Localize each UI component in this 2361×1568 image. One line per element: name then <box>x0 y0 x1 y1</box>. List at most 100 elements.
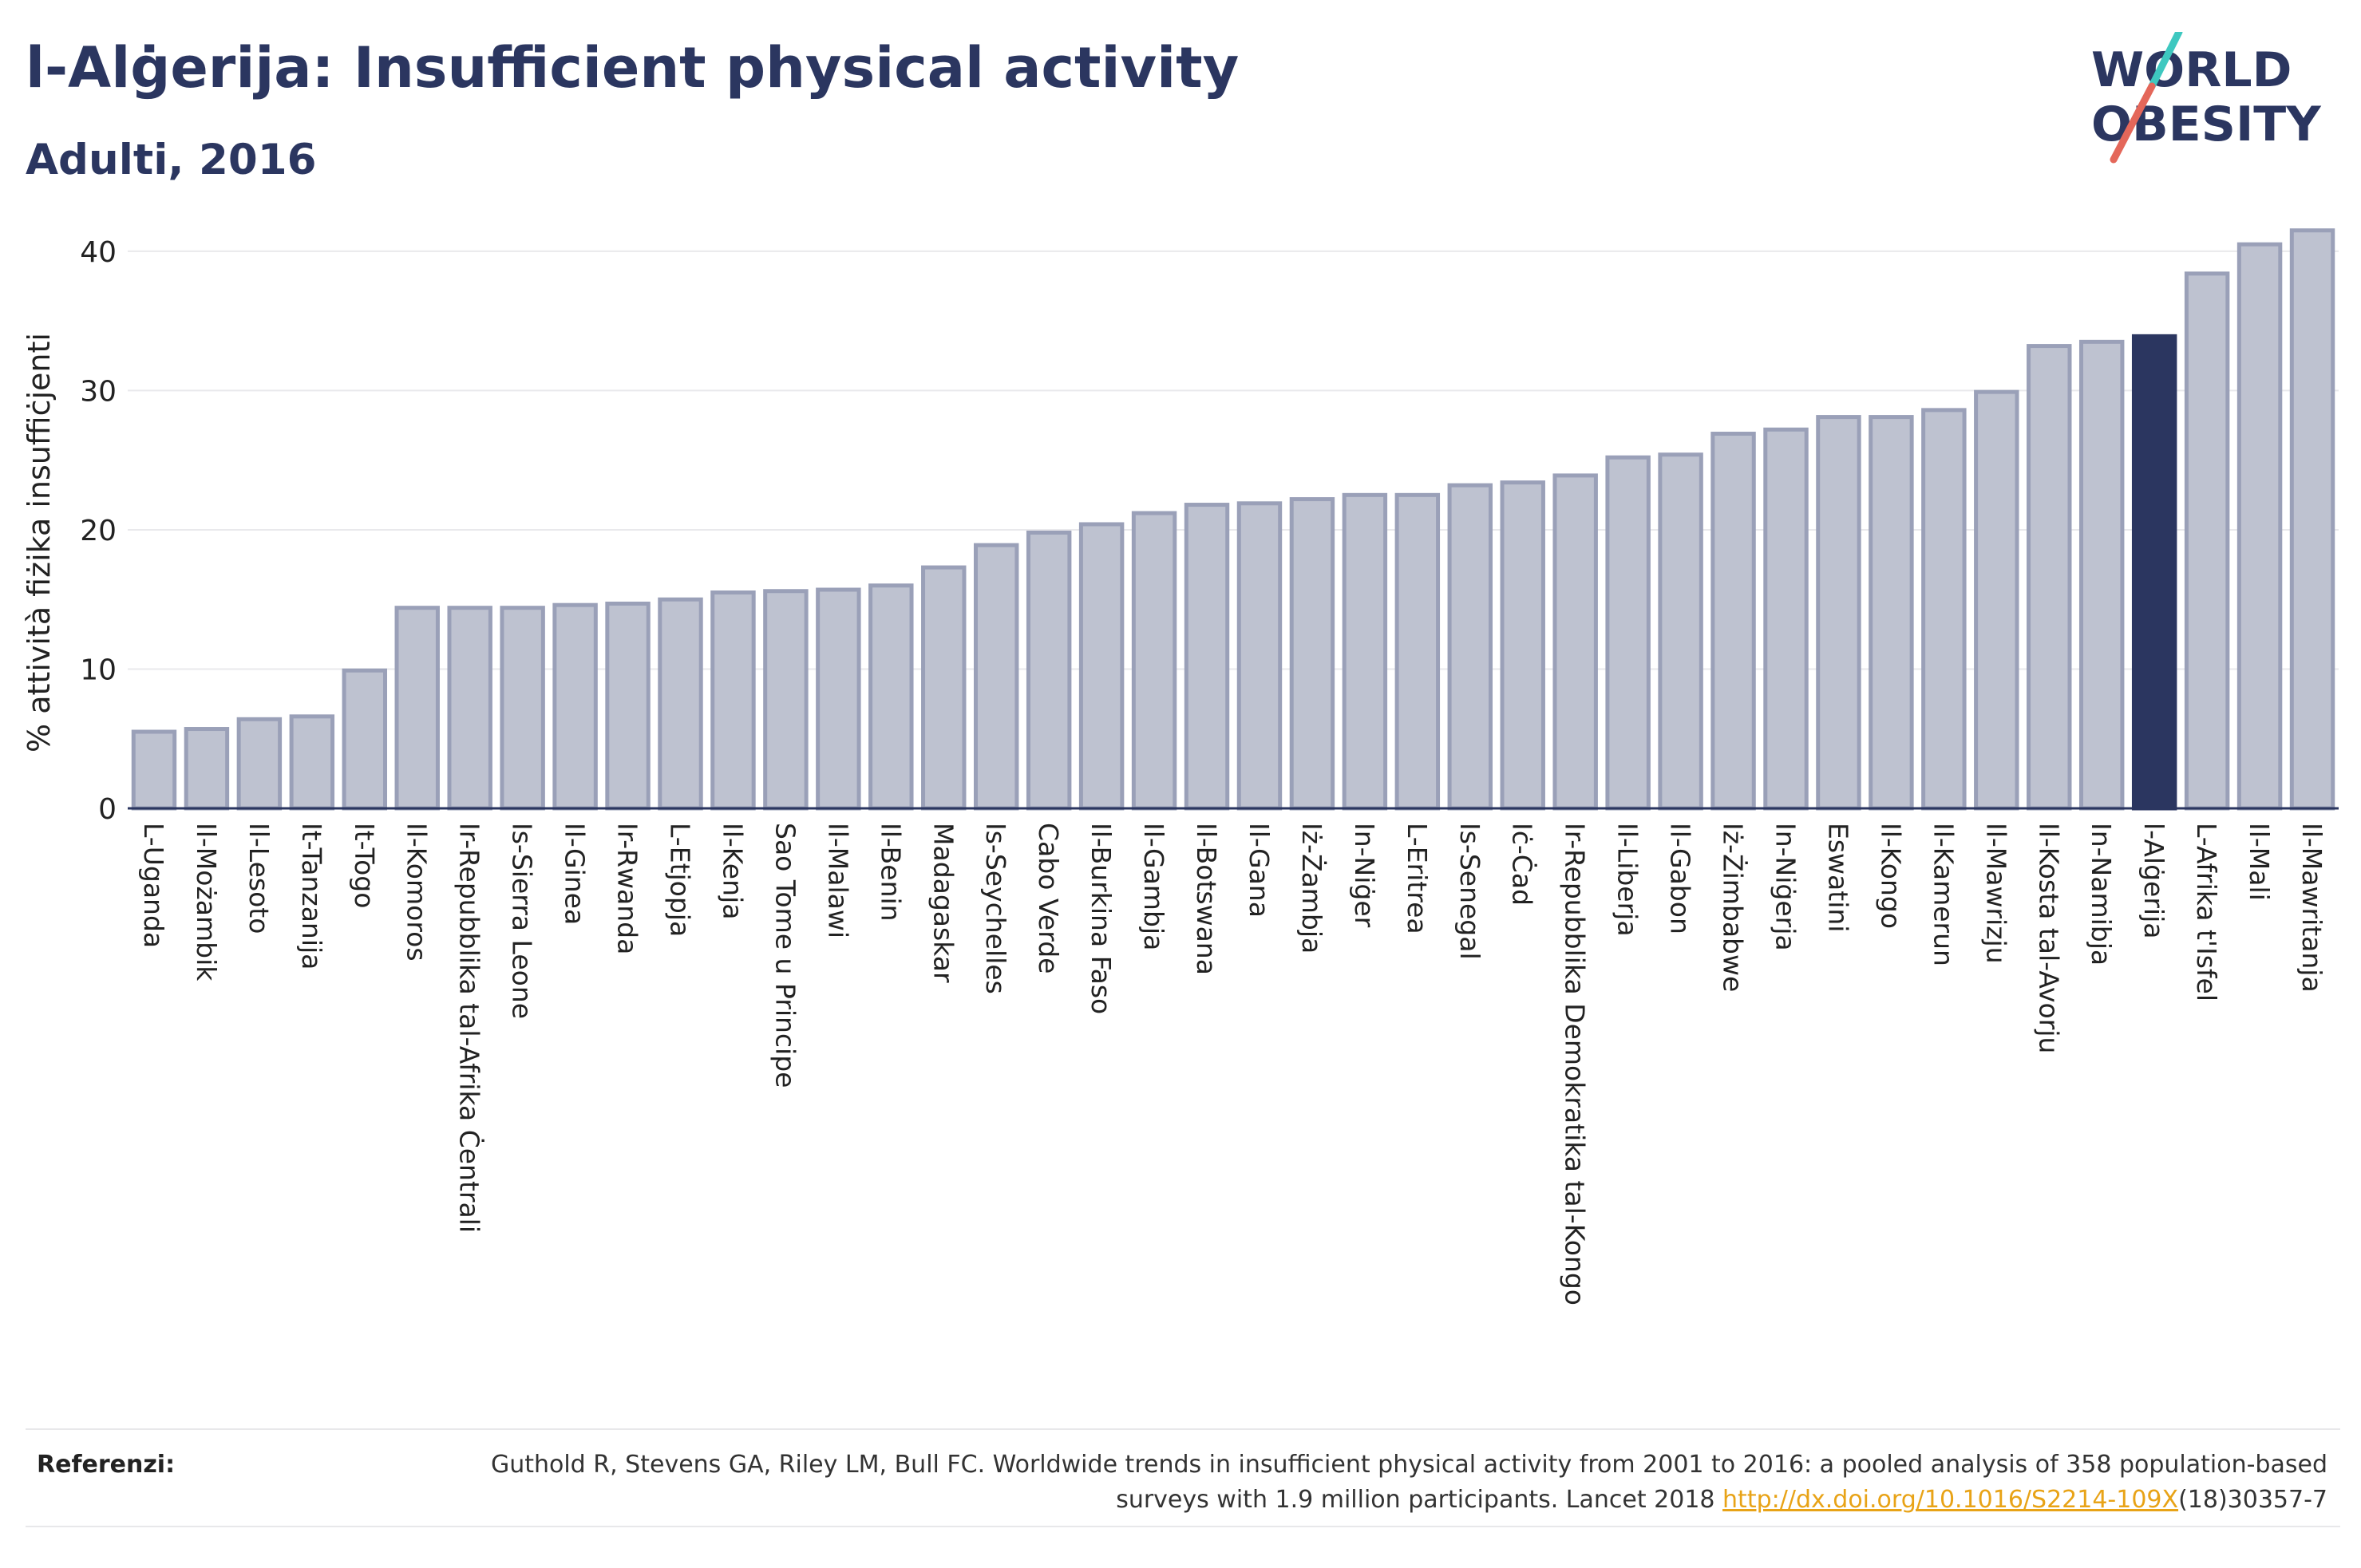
x-tick-label: In-Niġer <box>1349 823 1380 928</box>
reference-citation: Guthold R, Stevens GA, Riley LM, Bull FC… <box>490 1451 2327 1514</box>
bar <box>1763 427 1809 811</box>
bar <box>1710 432 1756 811</box>
bar <box>1289 497 1335 811</box>
x-tick-label: Il-Kongo <box>1875 823 1906 929</box>
bar <box>2236 242 2283 811</box>
x-tick-label: Eswatini <box>1822 823 1853 932</box>
bar <box>131 729 177 811</box>
gridlines <box>128 250 2339 670</box>
references-bottom-divider <box>26 1526 2340 1527</box>
reference-doi-link[interactable]: http://dx.doi.org/10.1016/S2214-109X <box>1722 1486 2179 1514</box>
bar <box>1342 492 1388 811</box>
x-tick-label: Is-Sierra Leone <box>507 823 538 1019</box>
x-tick-label: L-Etjopja <box>665 823 696 937</box>
bar <box>763 589 809 811</box>
x-tick-label: In-Namibja <box>2086 823 2117 966</box>
bar <box>973 543 1019 811</box>
bar <box>2027 344 2072 811</box>
x-tick-label: Is-Senegal <box>1454 823 1485 960</box>
bar <box>447 606 492 811</box>
bar <box>289 714 335 811</box>
x-tick-label: It-Togo <box>349 823 380 908</box>
bars <box>131 228 2335 811</box>
bar <box>658 597 703 811</box>
x-tick-label: Is-Seychelles <box>980 823 1011 994</box>
logo-line1: WORLD <box>2091 42 2292 98</box>
page-subtitle: Adulti, 2016 <box>26 136 317 184</box>
axes: 0 10 20 30 40 L-Uganda Il-Możambik Il-Lesoto It-… <box>80 236 2339 1305</box>
x-tick-label: Il-Gana <box>1244 823 1275 918</box>
x-tick-label: Il-Lesoto <box>243 823 275 934</box>
bar <box>868 583 914 811</box>
bar <box>1131 511 1177 811</box>
bar <box>1500 480 1545 811</box>
bar <box>2131 334 2177 811</box>
x-tick-label: Il-Burkina Faso <box>1086 823 1117 1014</box>
bar <box>1026 530 1072 811</box>
x-tick-label: Il-Komoros <box>401 823 433 962</box>
bar <box>184 727 230 811</box>
bar-chart: 0 10 20 30 40 L-Uganda Il-Możambik Il-Lesoto It-… <box>22 228 2339 1305</box>
logo-slash-top-icon <box>2148 28 2183 90</box>
x-tick-label: Iż-Żambja <box>1296 823 1327 954</box>
page-title: l-Alġerija: Insufficient physical activi… <box>26 35 1240 101</box>
x-tick-label: L-Afrika t'Isfel <box>2191 823 2222 1001</box>
bar <box>921 565 967 811</box>
x-tick-label: Il-Kamerun <box>1928 823 1959 966</box>
bar <box>1078 522 1125 811</box>
bar <box>2184 271 2230 811</box>
references-text: Guthold R, Stevens GA, Riley LM, Bull FC… <box>412 1448 2327 1518</box>
x-tick-label: Cabo Verde <box>1033 823 1064 974</box>
bar <box>394 606 440 811</box>
y-tick-label: 20 <box>80 515 117 547</box>
x-tick-label: Il-Gabon <box>1665 823 1696 934</box>
bar <box>1605 455 1651 811</box>
bar <box>500 606 545 811</box>
x-tick-label: L-Uganda <box>138 823 169 948</box>
x-tick-label: Il-Mawritanja <box>2296 823 2327 993</box>
x-tick-label: Il-Liberja <box>1612 823 1643 937</box>
x-tick-label: Il-Mawrizju <box>1980 823 2011 964</box>
bar <box>552 602 598 811</box>
x-tick-label: Il-Malawi <box>822 823 853 938</box>
bar <box>605 601 651 811</box>
bar <box>2289 228 2335 811</box>
x-tick-label: Iż-Żimbabwe <box>1718 823 1749 992</box>
bar <box>1869 415 1914 811</box>
y-tick-label: 0 <box>98 793 117 826</box>
y-tick-label: 30 <box>80 375 117 408</box>
x-tick-label: L-Eritrea <box>1402 823 1433 934</box>
world-obesity-logo: WORLD OBESITY <box>2075 28 2347 176</box>
bar <box>1658 452 1703 811</box>
x-tick-label: Il-Możambik <box>191 823 222 981</box>
bar <box>236 717 283 811</box>
references-label: Referenzi: <box>37 1451 176 1479</box>
bar <box>1552 473 1598 811</box>
x-tick-label: l-Alġerija <box>2138 823 2169 938</box>
x-tick-label: Ir-Rwanda <box>612 823 643 954</box>
x-tick-label: Il-Kenja <box>717 823 748 919</box>
reference-citation-suffix: (18)30357-7 <box>2178 1486 2327 1514</box>
x-tick-label: Ir-Repubblika Demokratika tal-Kongo <box>1560 823 1591 1305</box>
x-tick-label: Il-Benin <box>875 823 906 922</box>
bar <box>2078 339 2125 811</box>
bar <box>1816 415 1861 811</box>
x-tick-label: In-Niġerja <box>1770 823 1801 951</box>
bar <box>342 668 388 811</box>
references-top-divider <box>26 1428 2340 1430</box>
y-tick-label: 10 <box>80 654 117 686</box>
y-tick-label: 40 <box>80 236 117 269</box>
bar <box>1394 492 1441 811</box>
x-tick-label: Sao Tome u Principe <box>769 823 801 1088</box>
x-tick-label: Iċ-Ċad <box>1507 823 1539 906</box>
x-tick-label: Il-Ginea <box>560 823 591 925</box>
x-tick-label: Madagaskar <box>927 823 959 983</box>
x-tick-label: Il-Mali <box>2244 823 2275 901</box>
logo-slash-bottom-icon <box>2110 82 2156 164</box>
bar <box>710 590 756 811</box>
bar <box>1974 389 2019 811</box>
bar <box>1921 408 1967 811</box>
x-tick-label: Ir-Repubblika tal-Afrika Ċentrali <box>454 823 486 1233</box>
x-tick-label: Il-Gambja <box>1138 823 1169 950</box>
x-tick-label: Il-Kosta tal-Avorju <box>2033 823 2064 1053</box>
